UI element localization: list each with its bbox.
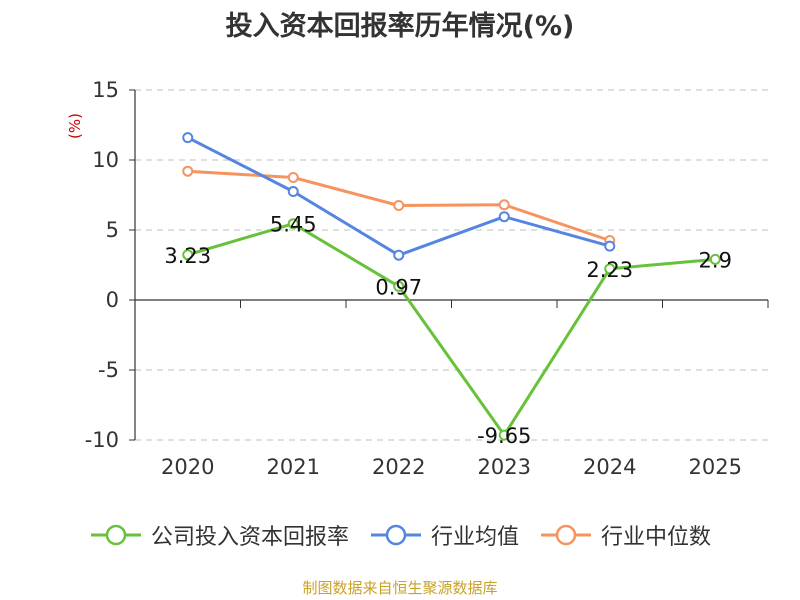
data-point — [604, 263, 616, 275]
y-axis-unit-label: (%) — [66, 113, 84, 139]
y-tick-label: 15 — [92, 78, 119, 102]
data-point — [393, 249, 405, 261]
data-point — [604, 240, 616, 252]
data-labels: 3.23 5.45 0.97 -9.65 2.23 2.9 — [164, 213, 732, 448]
chart-title: 投入资本回报率历年情况(%) — [225, 11, 575, 42]
series-lines — [182, 132, 721, 441]
y-tick-label: 5 — [106, 218, 119, 242]
legend-item[interactable]: 行业中位数 — [539, 519, 711, 551]
data-point — [182, 165, 194, 177]
legend-label: 行业均值 — [430, 525, 519, 550]
data-point — [498, 211, 510, 223]
data-point — [287, 172, 299, 183]
y-tick-label: 0 — [106, 288, 119, 312]
axes: 15 10 5 0 -5 -10 2020 2021 2022 2023 2024 2025 — [85, 78, 769, 479]
data-point — [393, 200, 405, 211]
legend-swatch-icon — [370, 524, 421, 546]
data-point — [709, 253, 721, 265]
data-label: 2.9 — [699, 248, 732, 272]
series-line — [187, 222, 716, 437]
legend-item[interactable]: 行业均值 — [369, 519, 519, 551]
data-point — [498, 429, 510, 441]
data-point — [393, 280, 405, 292]
legend-item[interactable]: 公司投入资本回报率 — [89, 519, 349, 551]
x-tick-label: 2023 — [478, 455, 531, 479]
legend-label: 行业中位数 — [601, 525, 712, 550]
legend-swatch-icon — [90, 524, 141, 546]
y-tick-label: -10 — [85, 428, 119, 452]
y-tick-label: 10 — [92, 148, 119, 172]
data-label: -9.65 — [477, 424, 531, 448]
data-point — [182, 249, 194, 261]
data-point — [182, 132, 194, 144]
y-tick-label: -5 — [98, 358, 119, 382]
legend-swatch-icon — [541, 524, 591, 546]
x-tick-label: 2025 — [689, 455, 742, 479]
data-label: 2.23 — [586, 258, 633, 282]
legend: 公司投入资本回报率 行业均值 行业中位数 — [0, 519, 800, 551]
x-tick-label: 2021 — [267, 455, 320, 479]
x-tick-label: 2024 — [583, 455, 636, 479]
data-label: 3.23 — [164, 244, 211, 268]
data-point — [498, 199, 510, 211]
source-note: 制图数据来自恒生聚源数据库 — [302, 579, 498, 597]
data-label: 5.45 — [270, 213, 317, 237]
x-tick-label: 2022 — [372, 455, 425, 479]
data-label: 0.97 — [375, 275, 422, 299]
grid-lines — [135, 89, 768, 441]
data-point — [287, 186, 299, 197]
x-tick-label: 2020 — [161, 455, 214, 479]
legend-label: 公司投入资本回报率 — [150, 525, 349, 550]
data-point — [287, 218, 299, 230]
